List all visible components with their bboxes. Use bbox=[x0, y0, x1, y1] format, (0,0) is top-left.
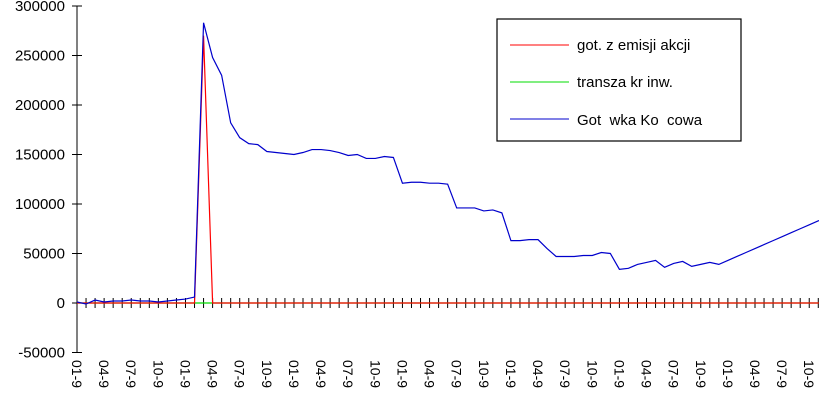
x-tick-label: 01-9 bbox=[611, 360, 627, 388]
x-tick-label: 10-9 bbox=[259, 360, 275, 388]
legend-label: got. z emisji akcji bbox=[577, 37, 690, 54]
x-tick-label: 10-9 bbox=[801, 360, 817, 388]
series-line-gotowka bbox=[76, 22, 819, 305]
x-tick-label: 07-9 bbox=[232, 360, 248, 388]
y-tick-label: 200000 bbox=[15, 97, 65, 114]
x-tick-label: 01-9 bbox=[286, 360, 302, 388]
x-tick-label: 04-9 bbox=[530, 360, 546, 388]
legend: got. z emisji akcji transza kr inw. Got … bbox=[496, 18, 742, 142]
y-tick-label: 50000 bbox=[23, 246, 65, 263]
y-tick-label: -50000 bbox=[18, 345, 65, 362]
x-tick-label: 10-9 bbox=[476, 360, 492, 388]
y-tick-label: 0 bbox=[57, 295, 65, 312]
x-tick-label: 01-9 bbox=[720, 360, 736, 388]
x-tick-label: 10-9 bbox=[150, 360, 166, 388]
x-tick-label: 07-9 bbox=[123, 360, 139, 388]
x-tick-label: 04-9 bbox=[313, 360, 329, 388]
x-tick-label: 01-9 bbox=[394, 360, 410, 388]
x-tick-label: 04-9 bbox=[422, 360, 438, 388]
x-tick-label: 07-9 bbox=[557, 360, 573, 388]
x-tick-label: 04-9 bbox=[639, 360, 655, 388]
x-tick-label: 07-9 bbox=[774, 360, 790, 388]
legend-label: Got wka Ko cowa bbox=[577, 112, 703, 129]
x-tick-label: 10-9 bbox=[693, 360, 709, 388]
x-tick-label: 10-9 bbox=[584, 360, 600, 388]
x-tick-label: 01-9 bbox=[177, 360, 193, 388]
x-tick-label: 04-9 bbox=[747, 360, 763, 388]
x-tick-label: 07-9 bbox=[340, 360, 356, 388]
x-tick-label: 04-9 bbox=[205, 360, 221, 388]
x-tick-label: 04-9 bbox=[96, 360, 112, 388]
y-tick-label: 300000 bbox=[15, 0, 65, 15]
series-layer bbox=[76, 22, 819, 305]
legend-box bbox=[496, 18, 742, 142]
y-tick-label: 250000 bbox=[15, 48, 65, 65]
x-tick-label: 01-9 bbox=[69, 360, 85, 388]
x-tick-label: 01-9 bbox=[503, 360, 519, 388]
x-tick-label: 07-9 bbox=[449, 360, 465, 388]
x-tick-label: 10-9 bbox=[367, 360, 383, 388]
x-axis: 01-9 04-9 07-9 10-9 01-9 04-9 07-9 10-9 01-9 04-9… bbox=[69, 298, 819, 388]
y-axis: 300000 250000 200000 150000 100000 50000 0 -500… bbox=[15, 0, 82, 362]
y-tick-label: 100000 bbox=[15, 196, 65, 213]
legend-label: transza kr inw. bbox=[577, 74, 673, 91]
x-tick-label: 07-9 bbox=[666, 360, 682, 388]
y-tick-label: 150000 bbox=[15, 147, 65, 164]
